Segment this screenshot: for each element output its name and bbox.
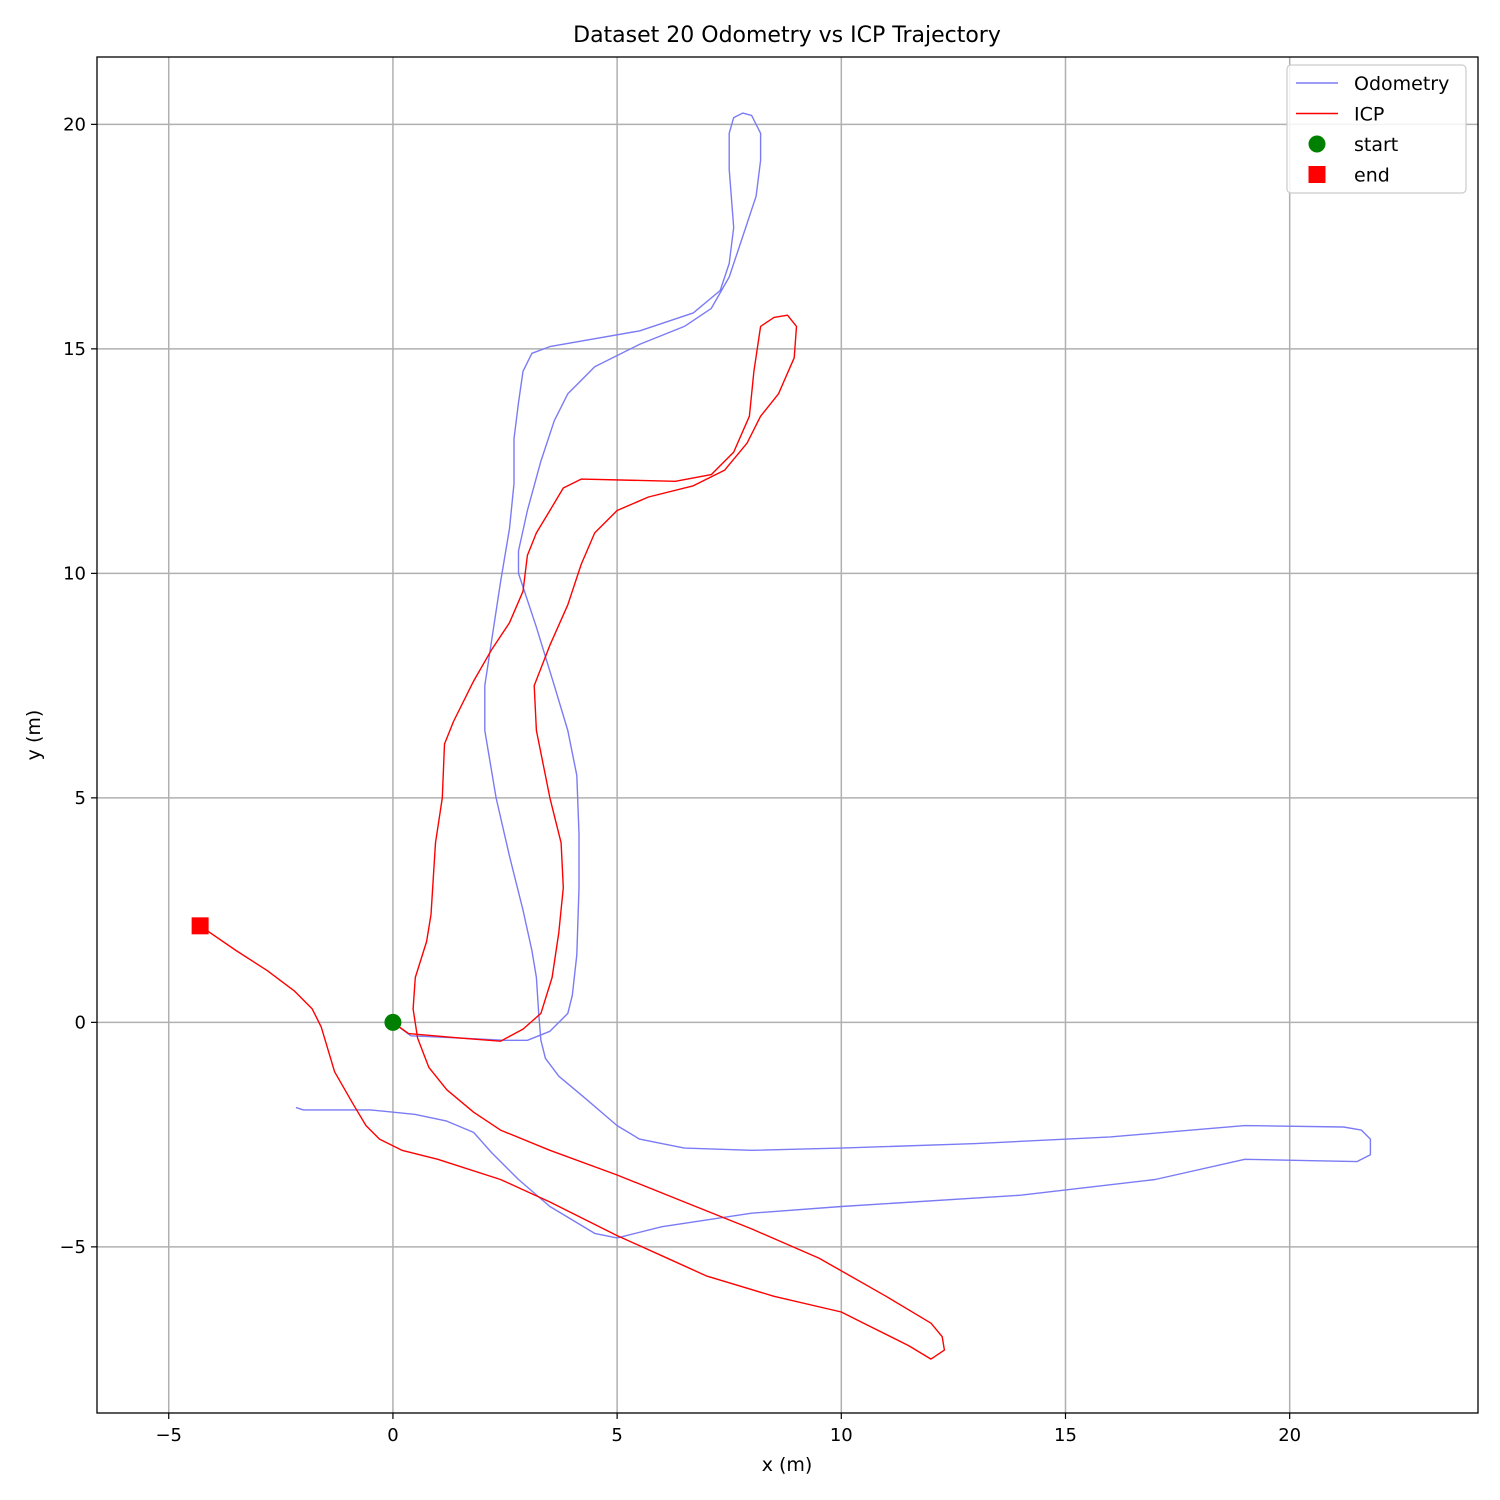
y-axis-label: y (m) (23, 710, 45, 761)
y-tick-label: 0 (75, 1012, 86, 1033)
x-axis-label: x (m) (762, 1454, 813, 1476)
legend-end-label: end (1354, 165, 1390, 187)
y-tick-label: 5 (75, 788, 86, 809)
end-marker (191, 917, 209, 935)
plot-frame (96, 56, 1479, 1414)
legend-end-swatch (1308, 166, 1326, 183)
y-tick-label: 20 (63, 114, 86, 135)
x-tick-label: 15 (1054, 1425, 1077, 1446)
legend: Odometry ICP start end (1286, 64, 1467, 194)
legend-icp-label: ICP (1354, 104, 1384, 126)
grid (97, 57, 1478, 1413)
marker-layer (191, 917, 402, 1031)
axis-ticks: −5 0 5 10 15 20 −5 0 5 10 15 20 (59, 114, 1301, 1446)
x-tick-label: 10 (830, 1425, 853, 1446)
series-icp-line (199, 314, 946, 1360)
series-odometry-line (295, 112, 1372, 1239)
start-marker (384, 1013, 402, 1031)
legend-start-swatch (1308, 135, 1326, 153)
legend-odometry-label: Odometry (1354, 73, 1449, 95)
y-tick-label: −5 (59, 1237, 86, 1258)
y-tick-label: 15 (63, 339, 86, 360)
series-layer (199, 112, 1372, 1360)
x-tick-label: −5 (155, 1425, 182, 1446)
y-tick-label: 10 (63, 563, 86, 584)
x-tick-label: 20 (1278, 1425, 1301, 1446)
legend-start-label: start (1354, 134, 1398, 156)
chart-title: Dataset 20 Odometry vs ICP Trajectory (573, 23, 1001, 48)
x-tick-label: 0 (387, 1425, 398, 1446)
legend-frame (1286, 64, 1467, 194)
x-tick-label: 5 (611, 1425, 622, 1446)
